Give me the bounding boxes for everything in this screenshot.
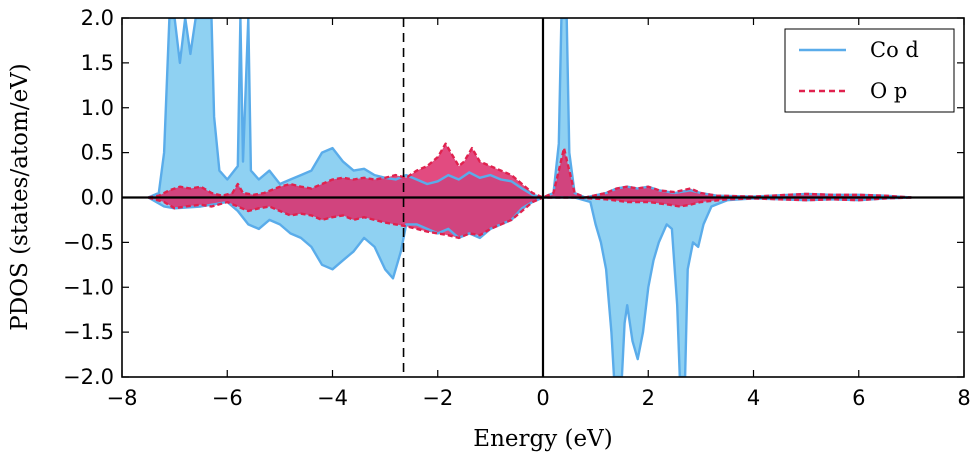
y-tick-label: 1.0: [81, 96, 114, 120]
axis-ticks: −8 −6 −4 −2 0 2 4 6 8 2.0 1.5 1.0 0.5 0.0 −0.5 −1.0 −1.5…: [63, 6, 971, 410]
y-tick-label: −1.5: [63, 320, 114, 344]
x-tick-label: 2: [642, 386, 655, 410]
legend-label-co-d: Co d: [870, 38, 919, 62]
line-co-d-spin-up: [147, 18, 912, 199]
y-tick-label: 0.5: [81, 141, 114, 165]
line-o-p-spin-down: [147, 196, 912, 240]
x-tick-label: 0: [536, 386, 549, 410]
y-tick-label: 0.0: [81, 186, 114, 210]
x-tick-label: 4: [747, 386, 760, 410]
y-tick-label: −2.0: [63, 365, 114, 389]
fill-o-p-spin-up: [148, 143, 912, 198]
fill-o-p-spin-down: [148, 197, 912, 238]
line-co-d-spin-down: [147, 196, 912, 377]
reference-lines: [122, 18, 964, 377]
y-tick-label: −1.0: [63, 275, 114, 299]
x-tick-label: −8: [107, 386, 138, 410]
fill-co-d-spin-up: [148, 18, 912, 198]
x-axis-label: Energy (eV): [473, 426, 612, 452]
x-tick-label: −6: [212, 386, 243, 410]
y-tick-label: −0.5: [63, 230, 114, 254]
legend: Co d O p: [784, 28, 955, 113]
line-o-p-spin-up: [148, 142, 912, 199]
x-tick-label: 6: [852, 386, 865, 410]
series-fills: [148, 18, 912, 377]
y-axis-label: PDOS (states/atom/eV): [7, 63, 33, 331]
y-tick-label: 2.0: [81, 6, 114, 30]
y-tick-label: 1.5: [81, 51, 114, 75]
legend-box: [784, 28, 955, 113]
fill-co-d-spin-down: [148, 197, 912, 377]
series-lines: [147, 18, 912, 377]
legend-label-o-p: O p: [870, 79, 907, 103]
x-tick-label: −2: [422, 386, 453, 410]
x-tick-label: −4: [317, 386, 348, 410]
x-tick-label: 8: [957, 386, 970, 410]
